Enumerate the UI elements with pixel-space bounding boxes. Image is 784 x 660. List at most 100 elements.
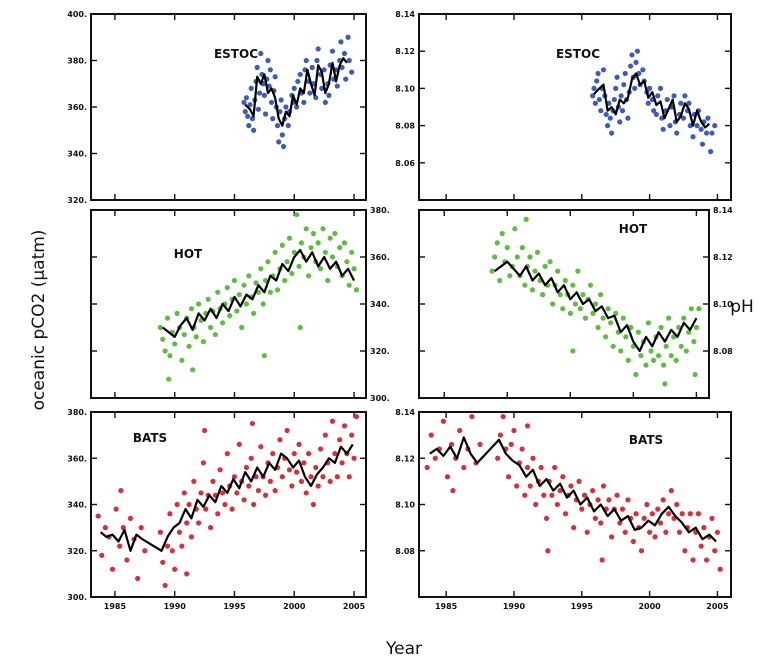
- data-point: [285, 123, 291, 129]
- data-point: [641, 515, 647, 521]
- data-point: [703, 130, 710, 136]
- data-point: [645, 320, 652, 326]
- data-point: [550, 301, 556, 307]
- data-point: [534, 249, 541, 255]
- data-point: [217, 467, 223, 473]
- data-point: [286, 235, 293, 241]
- data-point: [663, 529, 669, 535]
- data-point: [714, 529, 721, 535]
- data-point: [267, 67, 273, 73]
- data-point: [652, 534, 658, 540]
- data-point: [241, 282, 247, 288]
- plot-frame: [90, 13, 367, 201]
- data-point: [295, 78, 301, 85]
- data-point: [344, 259, 350, 265]
- data-point: [314, 57, 320, 64]
- data-point: [341, 423, 348, 429]
- data-point: [184, 520, 190, 526]
- y-tick-label: 8.14: [713, 206, 733, 215]
- data-point: [618, 93, 624, 99]
- data-point: [341, 240, 348, 246]
- data-point: [618, 348, 624, 354]
- panel-title: ESTOC: [214, 47, 258, 61]
- data-point: [598, 108, 604, 114]
- data-point: [572, 301, 578, 307]
- data-point: [619, 506, 626, 512]
- data-point: [633, 59, 639, 65]
- data-point: [610, 343, 616, 349]
- data-point: [219, 320, 226, 326]
- data-point: [690, 557, 696, 563]
- y-tick-label: 8.10: [713, 300, 733, 309]
- panel-hot-ph: 8.08 8.10 8.12 8.14 HOT: [418, 206, 733, 399]
- data-point: [492, 254, 498, 260]
- data-point: [644, 501, 650, 508]
- data-point: [576, 478, 582, 484]
- data-point: [557, 292, 563, 298]
- data-point: [634, 48, 641, 54]
- data-point: [196, 520, 202, 526]
- data-point: [243, 301, 250, 307]
- data-point: [600, 315, 606, 321]
- panel-bats-pco2: 1985 1990 1995 2000 2005 300. 320. 340. 360. 380.…: [67, 408, 367, 611]
- x-tick-label: 1995: [223, 602, 246, 611]
- data-point: [181, 490, 187, 496]
- data-point: [276, 139, 282, 145]
- data-point: [270, 116, 276, 122]
- y-axis-label-left: oceanic pCO2 (µatm): [29, 230, 49, 411]
- data-point: [262, 492, 269, 498]
- data-point: [109, 566, 116, 572]
- data-point: [210, 478, 216, 484]
- data-point: [613, 85, 619, 91]
- data-point: [274, 123, 281, 129]
- data-point: [241, 497, 247, 503]
- data-point: [682, 93, 688, 99]
- data-point: [673, 357, 679, 363]
- data-point: [246, 273, 252, 279]
- trend-line: [429, 436, 717, 543]
- data-point: [623, 334, 629, 340]
- data-point: [507, 273, 513, 279]
- data-point: [326, 92, 332, 98]
- data-point: [261, 92, 267, 98]
- data-point: [655, 353, 662, 359]
- data-point: [294, 104, 300, 110]
- data-point: [307, 90, 313, 96]
- data-point: [169, 548, 175, 554]
- data-point: [258, 444, 264, 450]
- data-point: [201, 427, 208, 434]
- data-point: [241, 99, 247, 105]
- data-point: [247, 102, 253, 108]
- data-point: [568, 483, 574, 489]
- plot-frame: [418, 209, 710, 399]
- data-point: [200, 339, 206, 345]
- trend-line: [244, 57, 348, 127]
- data-point: [308, 245, 314, 251]
- data-point: [253, 280, 259, 286]
- data-point: [638, 353, 644, 359]
- data-point: [102, 525, 108, 531]
- data-point: [157, 324, 163, 331]
- data-point: [629, 52, 635, 58]
- data-point: [614, 74, 620, 80]
- data-point: [712, 548, 718, 554]
- data-point: [236, 441, 242, 447]
- data-point: [681, 315, 687, 321]
- x-tick-label: 1990: [164, 602, 187, 611]
- data-point: [167, 511, 173, 517]
- data-point: [164, 543, 171, 549]
- data-point: [717, 566, 723, 572]
- data-point: [693, 324, 699, 331]
- data-point: [256, 90, 263, 96]
- data-point: [683, 348, 689, 354]
- data-point: [657, 85, 664, 91]
- data-point: [514, 254, 520, 260]
- data-point: [272, 488, 278, 494]
- data-point: [632, 85, 638, 91]
- y-tick-label: 320.: [67, 547, 87, 556]
- data-point: [497, 432, 503, 438]
- data-point: [188, 534, 195, 540]
- y-tick-label: 8.08: [395, 122, 415, 131]
- data-point: [477, 441, 483, 447]
